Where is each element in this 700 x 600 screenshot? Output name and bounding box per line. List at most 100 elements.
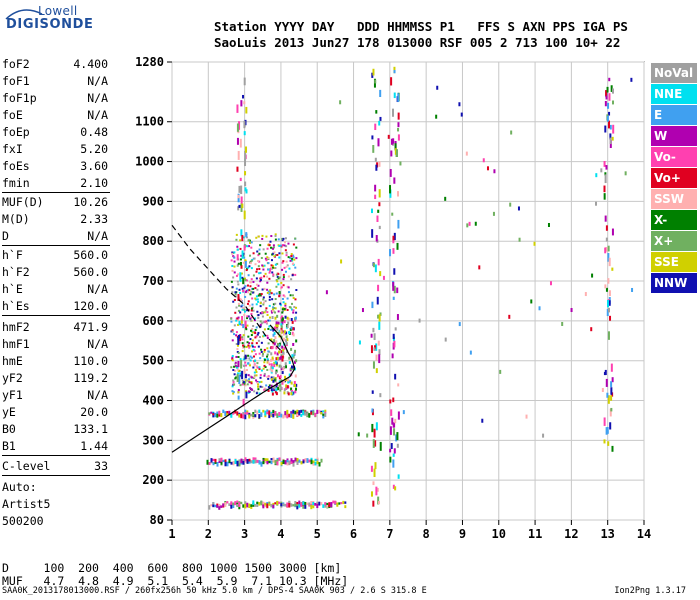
echo-point xyxy=(292,327,295,331)
echo-point xyxy=(240,305,243,308)
echo-point xyxy=(243,256,246,259)
param-row: yF1 N/A xyxy=(2,388,108,402)
echo-point xyxy=(263,334,266,337)
echo-point xyxy=(274,336,277,340)
echo-point xyxy=(272,328,275,332)
echo-point xyxy=(281,237,284,240)
echo-point xyxy=(230,259,233,262)
echo-point xyxy=(248,304,251,307)
echo-point xyxy=(294,273,297,276)
echo-point xyxy=(375,164,378,171)
echo-point xyxy=(255,379,258,382)
echo-point xyxy=(314,461,317,466)
echo-point xyxy=(280,367,283,371)
echo-point xyxy=(251,344,254,347)
echo-point xyxy=(269,328,272,331)
echo-point xyxy=(241,342,244,345)
echo-point xyxy=(255,392,258,395)
echo-point xyxy=(244,414,247,420)
echo-point xyxy=(258,268,261,271)
echo-point xyxy=(291,274,294,277)
param-row: foE N/A xyxy=(2,108,108,122)
echo-point xyxy=(251,291,254,294)
echo-point xyxy=(271,346,274,350)
echo-point xyxy=(279,356,282,360)
echo-point xyxy=(240,272,243,275)
echo-point xyxy=(604,174,607,184)
echo-point xyxy=(246,302,249,305)
echo-point xyxy=(212,458,215,462)
echo-point xyxy=(241,316,244,321)
echo-point xyxy=(312,410,315,416)
echo-point xyxy=(481,418,484,423)
echo-point xyxy=(281,308,284,311)
echo-point xyxy=(266,375,269,378)
echo-point xyxy=(248,460,251,464)
echo-point xyxy=(244,384,247,387)
echo-point xyxy=(277,343,280,347)
echo-point xyxy=(391,353,394,359)
echo-point xyxy=(226,461,229,467)
echo-point xyxy=(234,459,237,464)
echo-point xyxy=(389,189,392,198)
echo-point xyxy=(324,505,327,508)
echo-point xyxy=(233,265,236,268)
echo-point xyxy=(231,359,234,362)
echo-point xyxy=(249,254,252,257)
echo-point xyxy=(392,459,395,468)
echo-point xyxy=(238,185,241,193)
echo-point xyxy=(290,326,293,330)
echo-point xyxy=(253,371,256,374)
echo-point xyxy=(444,196,447,201)
echo-point xyxy=(265,235,268,238)
echo-point xyxy=(482,158,485,163)
echo-point xyxy=(245,146,248,153)
echo-point xyxy=(610,85,613,92)
echo-point xyxy=(257,300,260,303)
echo-point xyxy=(239,247,242,250)
echo-point xyxy=(250,334,253,337)
echo-point xyxy=(245,391,248,399)
echo-point xyxy=(254,459,257,464)
echo-point xyxy=(296,505,299,510)
echo-point xyxy=(292,461,295,467)
echo-point xyxy=(243,310,246,313)
echo-point xyxy=(292,504,295,507)
echo-point xyxy=(280,330,283,334)
echo-point xyxy=(237,361,240,368)
echo-point xyxy=(243,369,246,375)
echo-point xyxy=(258,260,261,263)
echo-point xyxy=(245,289,248,292)
echo-point xyxy=(396,242,399,250)
echo-point xyxy=(397,93,400,102)
echo-point xyxy=(263,388,266,391)
echo-point xyxy=(287,256,290,259)
echo-point xyxy=(235,342,238,345)
echo-point xyxy=(269,240,272,243)
echo-point xyxy=(238,304,241,307)
echo-point xyxy=(605,90,608,97)
echo-point xyxy=(220,413,223,418)
echo-point xyxy=(295,306,298,309)
echo-point xyxy=(387,134,390,139)
echo-point xyxy=(251,330,254,333)
echo-point xyxy=(268,410,271,416)
echo-point xyxy=(389,185,392,194)
echo-point xyxy=(266,334,269,337)
echo-point xyxy=(255,277,258,280)
echo-point xyxy=(392,296,395,300)
echo-point xyxy=(390,443,393,449)
echo-point xyxy=(604,125,607,133)
echo-point xyxy=(277,357,280,361)
echo-point xyxy=(254,328,257,331)
echo-point xyxy=(291,365,294,369)
echo-point xyxy=(255,370,258,373)
echo-point xyxy=(392,240,395,244)
echo-point xyxy=(293,306,296,309)
echo-point xyxy=(281,311,284,314)
echo-point xyxy=(289,380,292,384)
echo-point xyxy=(268,296,271,299)
echo-point xyxy=(274,326,277,330)
echo-point xyxy=(278,457,281,461)
echo-point xyxy=(275,357,278,361)
